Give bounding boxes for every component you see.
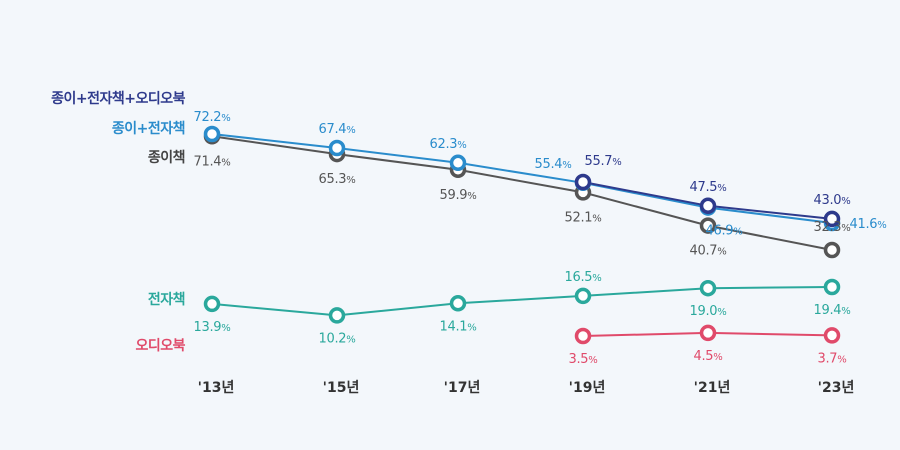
data-label-3-4: 19.0% [690,304,727,319]
series-name-4: 오디오북 [135,338,185,354]
data-label-4-5: 3.7% [818,351,847,366]
data-point-2-4 [699,217,717,234]
x-tick-label: '13년 [198,380,235,396]
series-line-2 [211,135,833,251]
data-label-3-5: 19.4% [814,303,851,318]
data-label-1-0: 72.2% [194,110,231,125]
data-point-3-5 [823,278,841,296]
data-point-3-0 [203,295,221,313]
data-label-4-3: 3.5% [569,352,598,367]
data-label-3-0: 13.9% [194,320,231,335]
data-label-2-4: 40.7% [690,244,727,259]
data-point-3-3 [574,287,592,305]
data-label-2-1: 65.3% [319,172,356,187]
x-tick-label: '17년 [444,380,481,396]
data-label-2-0: 71.4% [194,154,231,169]
data-point-0-5 [823,210,841,228]
x-tick-label: '23년 [818,380,855,396]
data-label-1-5: 41.6% [850,217,887,232]
data-label-2-3: 52.1% [565,210,602,225]
data-label-3-3: 16.5% [565,270,602,285]
series-name-2: 종이책 [148,149,185,166]
series-line-3 [211,286,833,317]
data-label-2-2: 59.9% [440,188,477,203]
data-label-3-1: 10.2% [319,331,356,346]
data-point-1-2 [449,154,467,172]
data-labels: 13.9% 10.2% 14.1% 16.5% 19.0% 19.4% 3.5% 4.5% 3.… [194,110,887,367]
x-tick-label: '19년 [569,380,606,396]
data-point-3-1 [328,307,346,324]
data-point-0-3 [574,173,592,191]
data-label-1-1: 67.4% [319,122,356,137]
data-point-0-4 [699,197,717,215]
data-point-3-2 [449,295,467,312]
data-label-3-2: 14.1% [440,319,477,334]
series-markers [203,125,841,345]
data-label-1-3: 55.4% [535,157,572,172]
series-name-3: 전자책 [148,291,185,308]
data-label-0-3: 55.7% [585,154,622,169]
series-name-1: 종이+전자책 [112,120,185,137]
data-label-0-4: 47.5% [690,180,727,195]
data-label-4-4: 4.5% [694,349,723,364]
data-label-0-5: 43.0% [814,193,851,208]
data-point-1-0 [203,125,221,143]
data-label-2-5: 32.3% [814,220,851,235]
data-point-4-4 [699,324,717,342]
data-point-3-4 [699,279,717,297]
data-label-1-2: 62.3% [430,137,467,152]
data-label-1-4: 46.9% [706,224,743,239]
data-point-1-1 [328,139,346,157]
x-tick-label: '15년 [323,380,360,396]
data-point-4-3 [574,327,592,345]
series-line-1 [211,133,833,224]
data-point-2-5 [823,241,841,259]
series-name-0: 종이+전자책+오디오북 [51,90,186,107]
data-point-4-5 [823,327,841,344]
x-tick-label: '21년 [694,380,731,396]
x-axis-ticks: '13년 '15년 '17년 '19년 '21년 '23년 [198,380,855,396]
